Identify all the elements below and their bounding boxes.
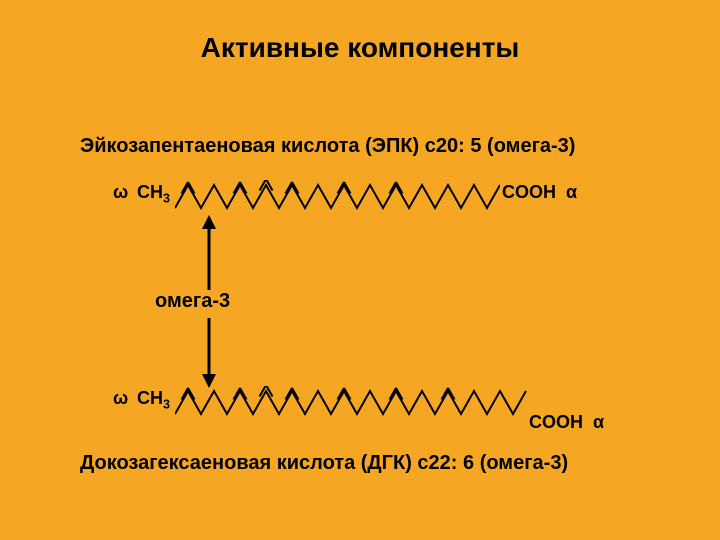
epk-alpha-symbol: α [566,182,577,203]
epk-caption: Эйкозапентаеновая кислота (ЭПК) c20: 5 (… [80,135,575,158]
epk-cooh-label: COOH [502,182,556,203]
dha-omega-symbol: ω [113,388,128,409]
dha-ch3-label: CH3 [137,388,170,412]
epk-ch3-sub: 3 [163,192,170,206]
dha-caption: Докозагексаеновая кислота (ДГК) c22: 6 (… [80,452,568,475]
epk-ch3-label: CH3 [137,182,170,206]
arrow-up-icon [199,215,219,290]
dha-cooh-label: COOH [529,412,583,433]
dha-structure [175,386,527,426]
arrow-down-icon [199,318,219,388]
dha-ch3-sub: 3 [163,398,170,412]
epk-omega-symbol: ω [113,182,128,203]
omega3-label: омега-3 [155,290,230,313]
epk-ch3-text: CH [137,182,163,202]
slide-title: Активные компоненты [0,32,720,64]
dha-alpha-symbol: α [593,412,604,433]
epk-structure [175,180,500,220]
dha-ch3-text: CH [137,388,163,408]
